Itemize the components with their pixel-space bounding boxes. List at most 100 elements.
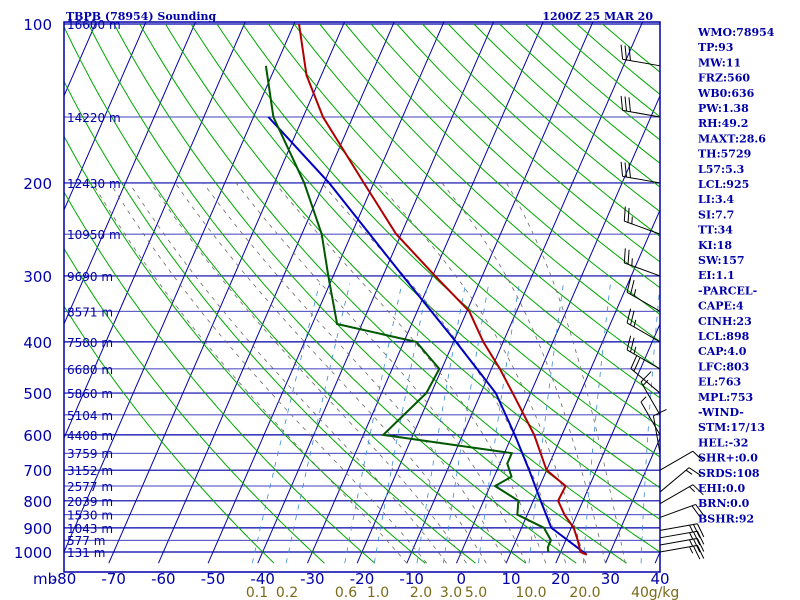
index-line: RH:49.2 [698, 117, 748, 130]
wind-barb [659, 530, 705, 546]
height-label: 2577 m [67, 480, 113, 494]
barb-feather [628, 46, 631, 61]
pressure-unit-label: mb [33, 570, 57, 588]
barb-half-feather [633, 346, 637, 355]
height-label: 1530 m [67, 509, 113, 523]
mixing-ratio-label: g/kg [649, 585, 680, 600]
mixing-ratio-label: 10.0 [515, 585, 546, 600]
barb-staff [640, 401, 661, 436]
height-label: 3759 m [67, 447, 113, 461]
barb-feather [696, 530, 705, 545]
height-label: 5860 m [67, 387, 113, 401]
barb-feather [630, 355, 638, 369]
mixing-ratio-line [640, 283, 660, 564]
height-label: 4408 m [67, 429, 113, 443]
index-line: STM:17/13 [698, 421, 765, 434]
mixing-ratio-axis: 0.1 0.2 0.6 1.0 2.0 3.0 5.0 10.0 20.0 40 g/kg [246, 585, 679, 600]
moist-adiabat-line [235, 182, 527, 564]
mixing-ratio-label: 3.0 [440, 585, 462, 600]
temperature-axis: -80 -70 -60 -50 -40 -30 -20 -10 0 10 20 30 40 [52, 570, 670, 588]
wind-barb [659, 537, 705, 553]
mixing-ratio-line [344, 283, 403, 564]
moist-adiabat-line [109, 182, 428, 564]
barb-staff [624, 262, 661, 277]
barb-feather [693, 545, 701, 560]
height-labels: 16600 m 14220 m 12430 m 10950 m 9690 m 8571 m… [67, 18, 121, 560]
pressure-tick-label: 300 [23, 268, 52, 286]
barb-feather [623, 206, 626, 222]
temperature-tick-label: -50 [201, 570, 226, 588]
index-line: WMO:78954 [697, 26, 775, 39]
index-line: SRDS:108 [698, 467, 760, 480]
index-line: FRZ:560 [698, 72, 750, 85]
temperature-tick-label: -30 [300, 570, 325, 588]
mixing-ratio-line [251, 283, 320, 564]
isotherm-line [64, 22, 296, 554]
index-line: CAP:4.0 [698, 345, 747, 358]
moist-adiabat-line [92, 182, 408, 564]
pressure-tick-label: 200 [23, 175, 52, 193]
pressure-tick-label: 400 [23, 334, 52, 352]
barb-feather [620, 161, 624, 177]
barb-feather [627, 249, 630, 265]
barb-feather [691, 505, 701, 518]
mixing-ratio-label: 2.0 [410, 585, 432, 600]
index-line: SW:157 [698, 254, 745, 267]
barb-staff [659, 484, 694, 505]
barb-half-feather [633, 319, 637, 328]
dry-adiabat-line [64, 247, 325, 564]
height-label: 12430 m [67, 177, 121, 191]
station-title: TBPB (78954) Sounding [66, 10, 217, 23]
index-line: HEL:-32 [698, 436, 748, 449]
moist-adiabat-line [274, 182, 547, 564]
index-line: LCL:898 [698, 330, 750, 343]
barb-feather [630, 280, 635, 295]
barb-staff [659, 523, 698, 531]
temperature-tick-label: -20 [350, 570, 375, 588]
barb-staff [626, 291, 661, 312]
wind-barb [659, 484, 704, 505]
barb-half-feather [689, 546, 694, 554]
isotherm-line [555, 322, 660, 564]
height-label: 16600 m [67, 18, 121, 32]
barb-feather [633, 357, 641, 372]
index-line: BRN:0.0 [698, 497, 750, 510]
dry-adiabat-line [64, 305, 275, 564]
barb-feather [696, 545, 705, 559]
mixing-ratio-line [443, 283, 490, 564]
height-label: 9690 m [67, 270, 113, 284]
barb-feather [693, 538, 701, 553]
barb-feather [624, 45, 628, 60]
barb-staff [622, 58, 661, 67]
height-label: 131 m [67, 546, 105, 560]
dry-adiabat-line [267, 23, 660, 399]
index-line: LFC:803 [698, 360, 749, 373]
temperature-tick-label: 0 [457, 570, 467, 588]
height-label: 14220 m [67, 111, 121, 125]
temperature-tick-label: -10 [399, 570, 424, 588]
barb-feather [688, 467, 702, 477]
mixing-ratio-line [285, 283, 351, 564]
dry-adiabat-line [139, 23, 660, 553]
temperature-tick-label: -60 [151, 570, 176, 588]
wind-barb [652, 408, 667, 454]
isotherm-line [406, 22, 644, 564]
dry-adiabat-line [293, 23, 660, 370]
barb-feather [640, 371, 652, 383]
barb-feather [624, 162, 628, 178]
mixing-ratio-label: 20.0 [569, 585, 600, 600]
barb-feather [626, 335, 632, 351]
index-line: EHI:0.0 [698, 482, 745, 495]
dewpoint-trace [264, 65, 553, 553]
barb-feather [623, 248, 626, 263]
dry-adiabat-line [216, 23, 660, 458]
plot-frame [63, 21, 661, 573]
barb-staff [624, 220, 661, 235]
moist-adiabat-line [202, 182, 507, 564]
moist-adiabat-line [441, 182, 606, 564]
wind-barb [659, 450, 704, 471]
barb-half-feather [631, 258, 633, 266]
height-label: 2039 m [67, 495, 113, 509]
barb-feather [626, 278, 632, 293]
mixing-ratio-label: 0.1 [246, 585, 268, 600]
